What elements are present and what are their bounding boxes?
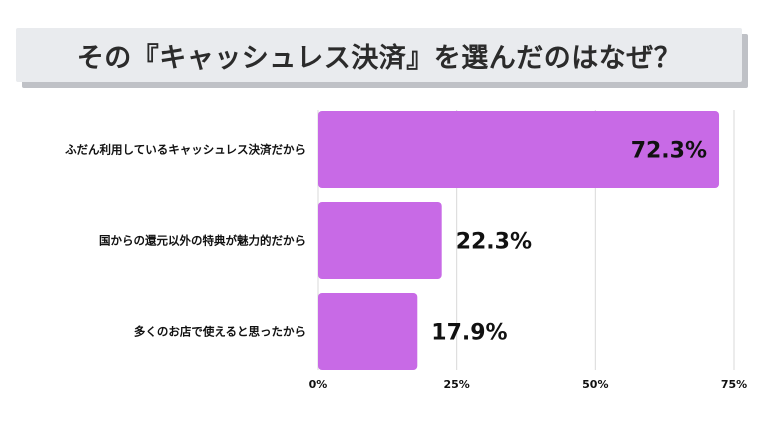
labels: 72.3% ふだん利用しているキャッシュレス決済だから 22.3% 国からの還元以外の… xyxy=(65,139,707,346)
value-label: 72.3% xyxy=(631,139,707,164)
category-label: 国からの還元以外の特典が魅力的だから xyxy=(99,234,306,248)
category-label: 多くのお店で使えると思ったから xyxy=(134,325,306,339)
bar xyxy=(318,293,418,370)
tick-label: 50% xyxy=(582,378,608,391)
category-label: ふだん利用しているキャッシュレス決済だから xyxy=(65,143,306,157)
bar xyxy=(318,111,720,188)
bars xyxy=(318,111,720,370)
x-axis-ticks: 0% 25% 50% 75% xyxy=(309,378,748,391)
tick-label: 0% xyxy=(309,378,328,391)
tick-label: 75% xyxy=(721,378,747,391)
tick-label: 25% xyxy=(443,378,469,391)
bar xyxy=(318,202,442,279)
title-banner: その『キャッシュレス決済』を選んだのはなぜ？ xyxy=(16,28,742,82)
value-label: 22.3% xyxy=(456,230,532,255)
chart-title: その『キャッシュレス決済』を選んだのはなぜ？ xyxy=(76,42,682,74)
value-label: 17.9% xyxy=(431,321,507,346)
